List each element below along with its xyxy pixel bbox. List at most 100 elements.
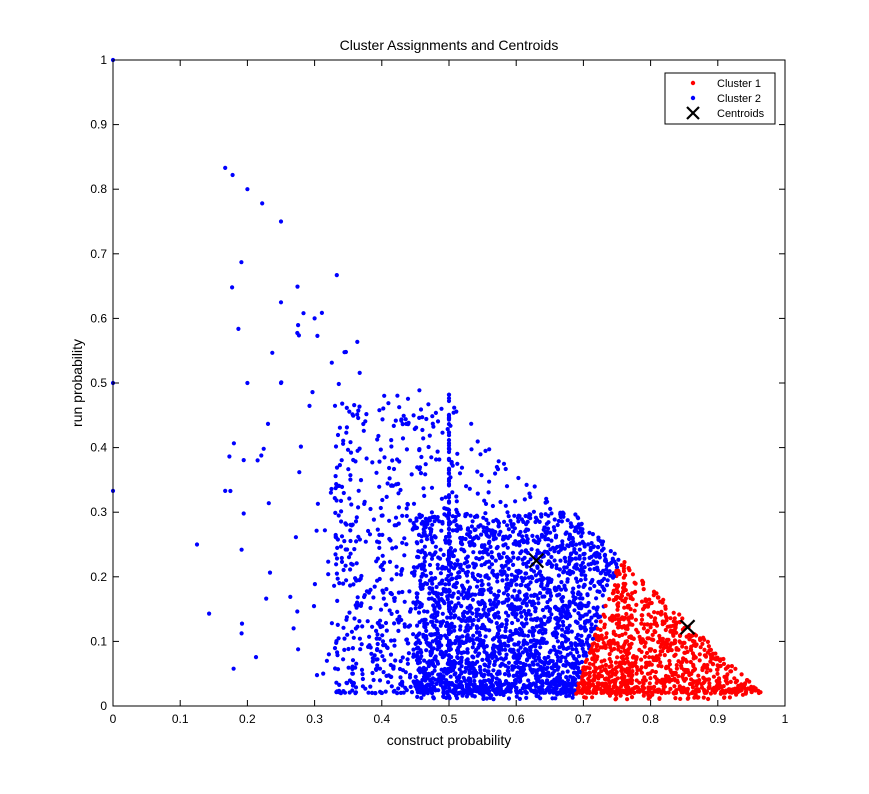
cluster-2-point xyxy=(375,527,380,532)
cluster-2-point xyxy=(578,526,583,532)
cluster-2-point xyxy=(572,665,577,671)
cluster-2-point xyxy=(296,333,301,338)
cluster-2-point xyxy=(377,678,383,683)
cluster-2-point xyxy=(319,310,324,315)
cluster-2-point xyxy=(339,458,344,463)
cluster-2-point xyxy=(595,560,600,565)
cluster-2-point xyxy=(525,651,531,657)
cluster-2-point xyxy=(446,560,452,565)
cluster-1-point xyxy=(725,681,730,686)
cluster-2-point xyxy=(368,645,373,650)
cluster-1-point xyxy=(658,612,664,617)
cluster-2-point xyxy=(424,628,429,634)
cluster-2-point xyxy=(489,693,494,698)
cluster-2-point xyxy=(371,677,376,683)
cluster-2-point xyxy=(505,510,510,515)
cluster-2-point xyxy=(339,559,345,565)
cluster-1-point xyxy=(749,684,754,689)
centroid-marker xyxy=(679,619,696,635)
cluster-2-point xyxy=(445,615,450,620)
cluster-2-point xyxy=(474,556,479,561)
cluster-1-point xyxy=(694,683,699,688)
cluster-1-point xyxy=(611,588,616,593)
cluster-2-point xyxy=(446,471,452,476)
cluster-2-point xyxy=(489,550,494,555)
cluster-2-point xyxy=(459,604,464,609)
cluster-2-point xyxy=(576,669,582,674)
cluster-2-point xyxy=(362,593,367,598)
cluster-1-point xyxy=(662,653,667,658)
cluster-1-point xyxy=(639,657,644,662)
cluster-2-point xyxy=(611,574,617,579)
cluster-2-point xyxy=(401,413,406,418)
cluster-2-point xyxy=(503,628,508,634)
cluster-2-point xyxy=(429,556,435,561)
cluster-1-point xyxy=(690,638,695,644)
x-tick-label: 0.4 xyxy=(373,712,390,726)
cluster-2-point xyxy=(553,679,558,685)
cluster-2-point xyxy=(520,534,525,539)
cluster-2-point xyxy=(353,626,358,631)
cluster-2-point xyxy=(503,625,508,630)
cluster-2-point xyxy=(518,645,523,650)
cluster-2-point xyxy=(589,541,594,546)
cluster-2-point xyxy=(552,517,557,522)
cluster-1-point xyxy=(725,665,730,670)
cluster-2-point xyxy=(426,444,431,450)
cluster-2-point xyxy=(602,552,608,557)
cluster-2-point xyxy=(408,518,413,523)
cluster-1-point xyxy=(666,690,671,695)
cluster-2-point xyxy=(442,566,448,571)
cluster-2-point xyxy=(531,655,536,660)
cluster-2-point xyxy=(279,380,284,385)
cluster-1-point xyxy=(699,685,705,690)
cluster-2-point xyxy=(352,547,357,552)
cluster-2-point xyxy=(354,539,359,544)
cluster-2-point xyxy=(424,640,429,645)
cluster-2-point xyxy=(568,524,574,529)
cluster-1-point xyxy=(676,659,681,664)
cluster-2-point xyxy=(460,634,465,639)
cluster-2-point xyxy=(404,542,409,547)
cluster-1-point xyxy=(617,633,622,639)
cluster-2-point xyxy=(542,622,547,627)
cluster-1-point xyxy=(663,606,668,611)
cluster-1-point xyxy=(722,674,727,680)
cluster-2-point xyxy=(481,588,486,593)
cluster-2-point xyxy=(509,649,514,654)
cluster-2-point xyxy=(422,550,427,556)
cluster-2-point xyxy=(384,587,389,592)
cluster-2-point xyxy=(510,562,516,568)
cluster-2-point xyxy=(556,550,561,555)
cluster-2-point xyxy=(343,349,348,355)
cluster-2-point xyxy=(535,679,540,684)
cluster-2-point xyxy=(387,465,392,471)
cluster-2-point xyxy=(241,458,246,463)
cluster-2-point xyxy=(542,586,547,591)
cluster-2-point xyxy=(522,633,527,638)
cluster-2-point xyxy=(381,596,386,601)
cluster-1-point xyxy=(734,678,740,684)
x-tick-label: 0 xyxy=(110,712,117,726)
cluster-1-point xyxy=(618,616,623,622)
y-tick-label: 1 xyxy=(100,53,107,67)
cluster-2-point xyxy=(396,590,401,595)
cluster-2-point xyxy=(333,510,338,515)
cluster-1-point xyxy=(626,651,631,656)
cluster-1-point xyxy=(631,636,636,642)
cluster-1-point xyxy=(615,589,621,595)
cluster-2-point xyxy=(468,625,473,630)
cluster-1-point xyxy=(607,616,613,621)
cluster-2-point xyxy=(518,605,523,610)
cluster-2-point xyxy=(524,482,529,487)
cluster-2-point xyxy=(554,635,559,640)
cluster-2-point xyxy=(526,608,531,613)
cluster-1-point xyxy=(639,617,645,622)
cluster-2-point xyxy=(501,571,506,576)
cluster-2-point xyxy=(370,659,375,664)
cluster-2-point xyxy=(468,530,473,535)
cluster-2-point xyxy=(351,635,356,640)
cluster-2-point xyxy=(352,616,357,621)
cluster-2-point xyxy=(555,639,561,644)
cluster-2-point xyxy=(495,657,500,662)
